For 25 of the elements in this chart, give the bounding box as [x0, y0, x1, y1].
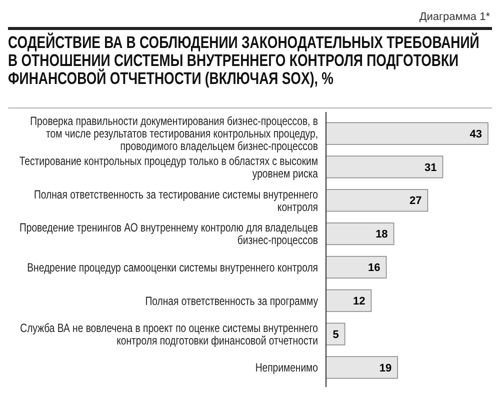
y-tick-label: Проверка правильности документирования бизнес-процессов, в том числе результатов тестирования контрольных процедур, проводимого владельцем бизнес-процессов [30, 115, 318, 154]
y-tick-label: Проведение тренингов АО внутреннему контролю для владельцев бизнес-процессов [19, 222, 318, 248]
bar [326, 122, 488, 145]
data-label: 18 [376, 228, 388, 241]
data-label: 31 [424, 162, 437, 174]
bar [326, 156, 444, 178]
bar [326, 289, 372, 312]
y-tick-label: Полная ответственность за тестирование системы внутреннего контроля [34, 188, 318, 214]
y-tick-label: Неприменимо [255, 362, 318, 375]
bar [326, 356, 398, 379]
data-label: 16 [368, 262, 380, 274]
y-tick-label: Внедрение процедур самооценки системы внутреннего контроля [27, 261, 318, 275]
data-label: 43 [470, 128, 482, 140]
bar [326, 256, 387, 278]
y-tick-label: Тестирование контрольных процедур только в областях с высоким уровнем риска [19, 154, 319, 181]
data-label: 27 [409, 195, 422, 208]
y-tick-label: Полная ответственность за программу [145, 294, 318, 308]
data-label: 5 [332, 328, 339, 341]
bar [326, 222, 394, 246]
chart-title: СОДЕЙСТВИЕ ВА В СОБЛЮДЕНИИ ЗАКОНОДАТЕЛЬНЫХ ТРЕБОВАНИЙ В ОТНОШЕНИИ СИСТЕМЫ ВНУТРЕННЕГО КОНТРОЛЯ ПОДГОТОВКИ ФИНАНСОВОЙ ОТЧЕТНОСТИ (ВКЛЮЧАЯ SOX), % [8, 32, 480, 88]
y-tick-label: Служба ВА не вовлечена в проект по оценке системы внутреннего контроля подготовки финансовой отчетности [20, 322, 318, 348]
data-label: 19 [379, 362, 392, 374]
text: Диаграмма 1* [419, 11, 491, 23]
bar [326, 189, 428, 212]
data-label: 12 [352, 295, 366, 308]
